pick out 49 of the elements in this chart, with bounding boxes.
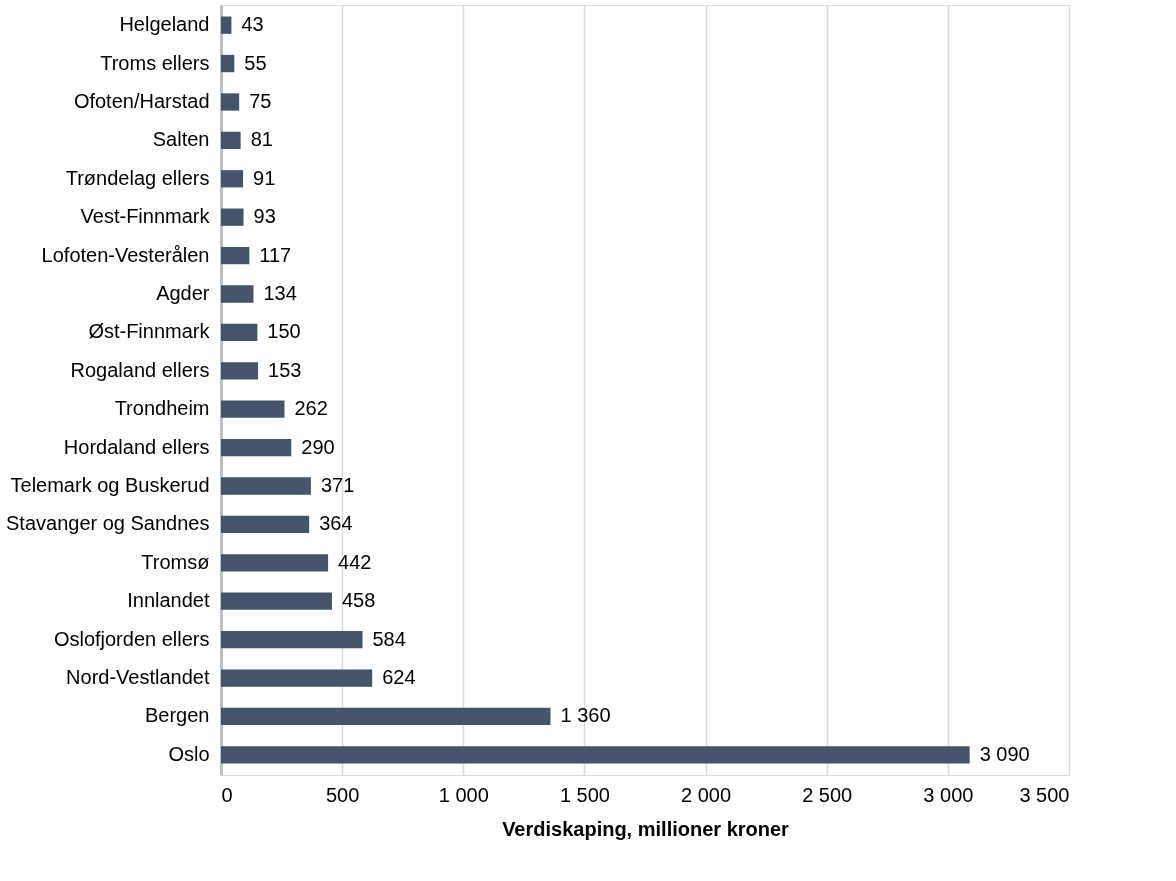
x-axis-title: Verdiskaping, millioner kroner <box>502 817 790 840</box>
data-label: 262 <box>294 397 328 420</box>
data-label: 364 <box>319 512 353 535</box>
x-tick-label: 3 000 <box>923 783 974 806</box>
data-label: 75 <box>249 89 272 112</box>
x-tick-label: 500 <box>325 783 360 806</box>
data-label: 150 <box>267 320 301 343</box>
x-tick-label: 0 <box>221 783 233 806</box>
y-tick-label: Helgeland <box>119 13 210 36</box>
data-label: 91 <box>253 166 276 189</box>
y-tick-label: Oslofjorden ellers <box>53 627 210 650</box>
data-label: 442 <box>338 550 372 573</box>
x-tick-label: 1 000 <box>438 783 489 806</box>
data-label: 290 <box>301 435 335 458</box>
y-tick-label: Tromsø <box>141 550 210 573</box>
y-tick-label: Telemark og Buskerud <box>10 474 210 497</box>
data-label: 117 <box>259 243 292 266</box>
y-tick-label: Øst-Finnmark <box>88 320 211 343</box>
y-tick-label: Rogaland ellers <box>70 358 210 381</box>
data-label: 458 <box>341 589 376 612</box>
data-label: 1 360 <box>560 704 611 727</box>
data-label: 3 090 <box>979 742 1030 765</box>
y-tick-label: Hordaland ellers <box>63 435 210 458</box>
y-tick-label: Trøndelag ellers <box>65 166 210 189</box>
y-tick-label: Agder <box>156 281 210 304</box>
data-label: 81 <box>250 128 273 151</box>
y-tick-label: Vest-Finnmark <box>80 205 211 228</box>
data-label: 93 <box>253 205 276 228</box>
data-label: 134 <box>263 281 297 304</box>
y-tick-label: Innlandet <box>127 589 210 612</box>
y-tick-label: Oslo <box>168 742 210 765</box>
data-label: 624 <box>382 666 416 689</box>
data-label: 43 <box>241 13 264 36</box>
x-tick-label: 1 500 <box>559 783 610 806</box>
y-tick-label: Salten <box>152 128 210 151</box>
y-tick-label: Bergen <box>145 704 210 727</box>
x-tick-label: 2 000 <box>681 783 732 806</box>
y-tick-label: Ofoten/Harstad <box>73 89 210 112</box>
x-tick-label: 2 500 <box>802 783 853 806</box>
y-tick-label: Lofoten-Vesterålen <box>41 243 210 266</box>
y-tick-label: Stavanger og Sandnes <box>6 512 210 535</box>
y-tick-label: Nord-Vestlandet <box>66 666 210 689</box>
y-tick-label: Troms ellers <box>100 51 210 74</box>
data-label: 371 <box>320 474 355 497</box>
x-tick-label: 3 500 <box>1019 783 1070 806</box>
y-tick-label: Trondheim <box>114 397 210 420</box>
data-label: 153 <box>268 358 302 381</box>
data-label: 55 <box>244 51 267 74</box>
data-label: 584 <box>372 627 406 650</box>
